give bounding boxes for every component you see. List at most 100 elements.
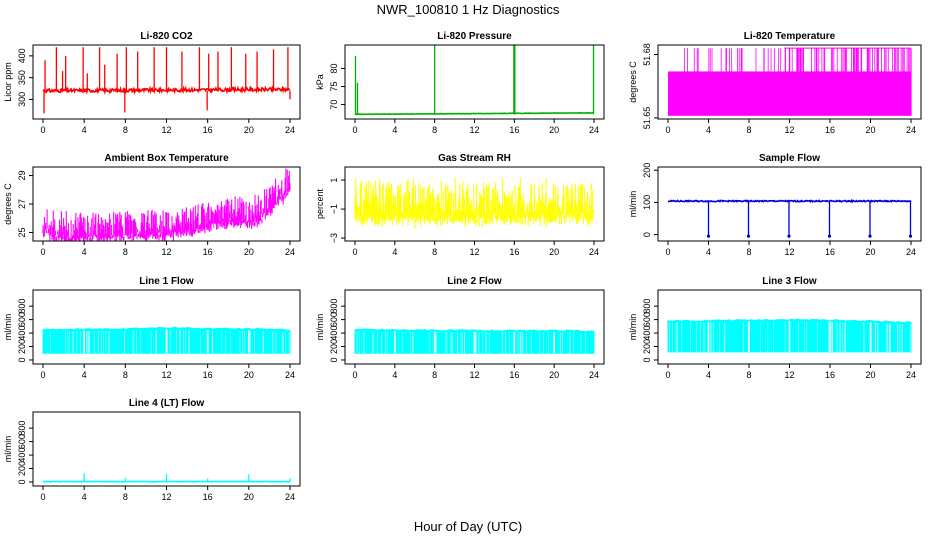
y-tick-label: 400 bbox=[329, 326, 339, 341]
x-tick-label: 12 bbox=[784, 247, 794, 257]
x-tick-label: 4 bbox=[392, 247, 397, 257]
y-tick-label: 200 bbox=[642, 339, 652, 354]
panel-title: Line 1 Flow bbox=[139, 276, 194, 287]
x-tick-label: 4 bbox=[706, 247, 711, 257]
x-tick-label: 0 bbox=[665, 370, 670, 380]
x-tick-label: 24 bbox=[285, 492, 295, 502]
x-tick-label: 4 bbox=[82, 370, 87, 380]
x-tick-label: 16 bbox=[203, 125, 213, 135]
plot-frame bbox=[344, 44, 605, 120]
series-line-3-flow bbox=[667, 318, 912, 353]
x-tick-label: 0 bbox=[352, 125, 357, 135]
panel-gas-stream-rh: Gas Stream RH 0 4 8 12 16 20 24 −3 −1 1 percent bbox=[315, 153, 605, 257]
x-tick-label: 24 bbox=[589, 125, 599, 135]
series-ambient-box-temperature bbox=[42, 168, 291, 241]
y-tick-label: 400 bbox=[17, 326, 27, 341]
x-tick-label: 16 bbox=[509, 125, 519, 135]
y-tick-label: 0 bbox=[17, 357, 27, 362]
x-tick-label: 4 bbox=[82, 492, 87, 502]
panel-title: Sample Flow bbox=[759, 153, 820, 164]
x-tick-label: 20 bbox=[549, 125, 559, 135]
x-tick-label: 8 bbox=[746, 247, 751, 257]
x-tick-label: 16 bbox=[825, 247, 835, 257]
y-axis-label: percent bbox=[315, 188, 325, 219]
x-tick-label: 0 bbox=[40, 492, 45, 502]
series-li-820-pressure bbox=[354, 45, 595, 116]
y-tick-label: 200 bbox=[17, 461, 27, 476]
x-tick-label: 24 bbox=[285, 247, 295, 257]
x-tick-label: 8 bbox=[123, 247, 128, 257]
x-tick-label: 12 bbox=[469, 125, 479, 135]
x-tick-label: 20 bbox=[244, 492, 254, 502]
series-line-2-flow bbox=[354, 328, 595, 354]
x-tick-label: 0 bbox=[352, 247, 357, 257]
y-tick-label: 400 bbox=[17, 448, 27, 463]
y-tick-label: 27 bbox=[17, 199, 27, 209]
x-tick-label: 8 bbox=[432, 370, 437, 380]
y-tick-label: 200 bbox=[642, 163, 652, 178]
y-tick-label: −1 bbox=[329, 204, 339, 214]
y-axis-label: degrees C bbox=[3, 183, 13, 225]
x-tick-label: 8 bbox=[432, 125, 437, 135]
series-line-4-lt-flow bbox=[42, 473, 291, 483]
y-tick-label: 600 bbox=[642, 312, 652, 327]
x-tick-label: 4 bbox=[82, 247, 87, 257]
y-tick-label: 200 bbox=[329, 339, 339, 354]
x-tick-label: 24 bbox=[285, 125, 295, 135]
panel-title: Line 3 Flow bbox=[762, 276, 817, 287]
x-tick-label: 24 bbox=[906, 247, 916, 257]
x-tick-label: 4 bbox=[392, 370, 397, 380]
y-axis-label: ml/min bbox=[628, 191, 638, 218]
x-tick-label: 16 bbox=[203, 492, 213, 502]
x-tick-label: 8 bbox=[123, 492, 128, 502]
y-tick-label: 75 bbox=[329, 82, 339, 92]
x-tick-label: 16 bbox=[509, 370, 519, 380]
panel-title: Line 2 Flow bbox=[447, 276, 502, 287]
x-tick-label: 0 bbox=[665, 125, 670, 135]
y-axis-label: degrees C bbox=[628, 61, 638, 103]
x-tick-label: 8 bbox=[123, 370, 128, 380]
panel-line-4-lt-flow: Line 4 (LT) Flow 0 4 8 12 16 20 24 0 200400600800… bbox=[3, 398, 301, 502]
x-tick-label: 4 bbox=[82, 125, 87, 135]
y-tick-label: 51.68 bbox=[642, 43, 652, 66]
flow-drop-point bbox=[868, 234, 872, 238]
x-tick-label: 8 bbox=[123, 125, 128, 135]
panel-title: Li-820 Pressure bbox=[437, 31, 512, 42]
y-tick-label: 600 bbox=[17, 312, 27, 327]
y-tick-label: 70 bbox=[329, 100, 339, 110]
noise-trace bbox=[42, 168, 291, 241]
x-tick-label: 0 bbox=[352, 370, 357, 380]
x-tick-label: 16 bbox=[203, 247, 213, 257]
x-tick-label: 4 bbox=[706, 125, 711, 135]
x-tick-label: 16 bbox=[825, 125, 835, 135]
x-tick-label: 12 bbox=[161, 125, 171, 135]
series-line-1-flow bbox=[42, 326, 291, 354]
x-tick-label: 20 bbox=[865, 370, 875, 380]
y-tick-label: 800 bbox=[642, 299, 652, 314]
y-axis-label: ml/min bbox=[3, 436, 13, 463]
baseline-trace bbox=[354, 111, 595, 116]
x-tick-label: 12 bbox=[469, 370, 479, 380]
y-axis-label: ml/min bbox=[628, 314, 638, 341]
y-axis-label: Licor ppm bbox=[3, 62, 13, 102]
x-tick-label: 12 bbox=[784, 125, 794, 135]
figure-title: NWR_100810 1 Hz Diagnostics bbox=[377, 2, 560, 17]
y-tick-label: 400 bbox=[17, 48, 27, 63]
panel-title: Li-820 CO2 bbox=[140, 31, 193, 42]
y-tick-label: 800 bbox=[17, 421, 27, 436]
x-tick-label: 24 bbox=[906, 125, 916, 135]
x-tick-label: 12 bbox=[161, 492, 171, 502]
panel-title: Ambient Box Temperature bbox=[104, 153, 229, 164]
y-tick-label: 600 bbox=[329, 312, 339, 327]
x-tick-label: 20 bbox=[549, 247, 559, 257]
x-tick-label: 20 bbox=[244, 370, 254, 380]
series-gas-stream-rh bbox=[354, 177, 595, 229]
y-axis-label: kPa bbox=[315, 74, 325, 90]
y-tick-label: 80 bbox=[329, 63, 339, 73]
flow-drop-point bbox=[787, 234, 791, 238]
y-axis-label: ml/min bbox=[3, 314, 13, 341]
temperature-band bbox=[668, 71, 911, 116]
